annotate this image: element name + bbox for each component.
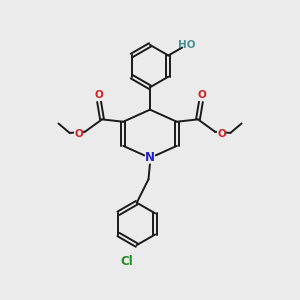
Text: Cl: Cl <box>120 255 133 268</box>
Text: O: O <box>217 128 226 139</box>
Text: O: O <box>74 128 83 139</box>
Text: HO: HO <box>178 40 196 50</box>
Text: N: N <box>145 152 155 164</box>
Text: O: O <box>94 90 103 100</box>
Text: O: O <box>197 90 206 100</box>
Circle shape <box>145 153 155 163</box>
